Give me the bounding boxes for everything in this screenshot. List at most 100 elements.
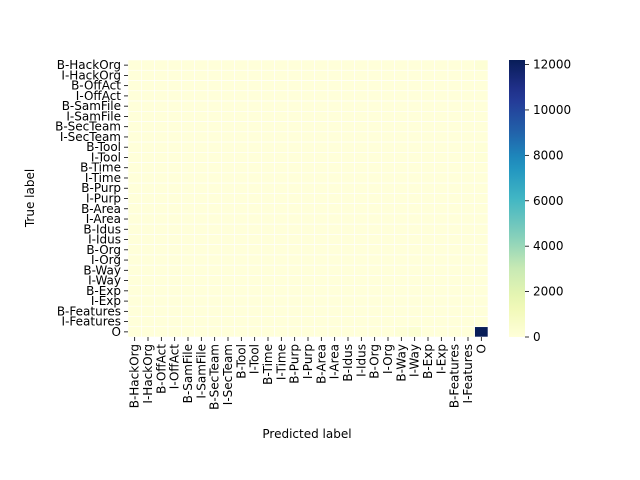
- heatmap-cell: [421, 316, 435, 328]
- heatmap-cell: [127, 223, 142, 235]
- heatmap-cell: [194, 100, 209, 112]
- heatmap-cell: [354, 182, 369, 194]
- heatmap-cell: [261, 264, 275, 276]
- heatmap-cell: [461, 193, 475, 204]
- x-tick-label: I-Org: [381, 344, 395, 374]
- heatmap-cell: [154, 244, 169, 256]
- heatmap-cell: [421, 152, 435, 163]
- heatmap-cell: [474, 316, 489, 328]
- heatmap-cell: [287, 59, 302, 71]
- heatmap-cell: [154, 172, 169, 184]
- heatmap-cell: [234, 100, 249, 112]
- heatmap-cell: [327, 59, 342, 71]
- heatmap-cell: [154, 152, 169, 163]
- heatmap-cell: [407, 275, 422, 287]
- colorbar-tick-label: 2000: [533, 285, 564, 299]
- heatmap-cell: [421, 100, 435, 112]
- heatmap-cell: [421, 326, 435, 338]
- heatmap-cell: [394, 172, 409, 184]
- x-tick-label: B-Features: [448, 344, 462, 408]
- heatmap-cell: [474, 203, 489, 215]
- heatmap-cell: [154, 90, 169, 102]
- heatmap-cell: [274, 275, 289, 287]
- heatmap-cell: [434, 152, 449, 163]
- heatmap-cell: [341, 305, 355, 317]
- heatmap-cell: [314, 316, 329, 328]
- heatmap-cell: [461, 275, 475, 287]
- x-tick-label: I-OffAct: [168, 344, 182, 390]
- heatmap-cell: [367, 69, 382, 81]
- heatmap-cell: [381, 275, 395, 287]
- heatmap-cell: [141, 172, 155, 184]
- heatmap-cell: [301, 131, 315, 143]
- heatmap-cells: [127, 59, 489, 338]
- heatmap-cell: [141, 59, 155, 71]
- heatmap-cell: [434, 223, 449, 235]
- heatmap-cell: [141, 100, 155, 112]
- heatmap-cell: [341, 326, 355, 338]
- heatmap-cell: [234, 152, 249, 163]
- heatmap-cell: [234, 275, 249, 287]
- heatmap-cell: [447, 121, 462, 133]
- heatmap-cell: [354, 69, 369, 81]
- heatmap-cell: [421, 69, 435, 81]
- heatmap-cell: [154, 326, 169, 338]
- x-tick-label: I-Idus: [354, 344, 368, 377]
- x-tick-label: B-Tool: [234, 344, 248, 379]
- heatmap-cell: [274, 90, 289, 102]
- heatmap-cell: [314, 264, 329, 276]
- heatmap-cell: [234, 264, 249, 276]
- heatmap-cell: [461, 326, 475, 338]
- heatmap-cell: [141, 316, 155, 328]
- heatmap-cell: [434, 203, 449, 215]
- y-tick-labels: B-HackOrgI-HackOrgB-OffActI-OffActB-SamF…: [55, 58, 128, 339]
- heatmap-cell: [394, 100, 409, 112]
- heatmap-cell: [327, 131, 342, 143]
- heatmap-cell: [181, 295, 195, 307]
- heatmap-cell: [407, 295, 422, 307]
- x-tick-label: B-Way: [394, 344, 408, 382]
- heatmap-cell: [274, 264, 289, 276]
- y-tick-label: B-Idus: [83, 222, 121, 236]
- heatmap-cell: [314, 295, 329, 307]
- heatmap-cell: [167, 100, 182, 112]
- heatmap-cell: [434, 264, 449, 276]
- heatmap-cell: [207, 110, 222, 122]
- heatmap-cell: [127, 141, 142, 153]
- heatmap-cell: [207, 264, 222, 276]
- heatmap-cell: [141, 305, 155, 317]
- heatmap-cell: [367, 80, 382, 92]
- heatmap-cell: [247, 295, 262, 307]
- heatmap-cell: [421, 244, 435, 256]
- heatmap-cell: [474, 193, 489, 204]
- heatmap-cell: [367, 100, 382, 112]
- heatmap-cell: [421, 110, 435, 122]
- heatmap-cell: [141, 121, 155, 133]
- heatmap-cell: [394, 80, 409, 92]
- heatmap-cell: [141, 162, 155, 174]
- y-tick-label: I-Purp: [86, 192, 121, 206]
- heatmap-cell: [247, 254, 262, 266]
- heatmap-cell: [474, 305, 489, 317]
- heatmap-cell: [394, 162, 409, 174]
- heatmap-cell: [274, 244, 289, 256]
- heatmap-cell: [354, 172, 369, 184]
- heatmap-cell: [234, 295, 249, 307]
- heatmap-cell: [261, 69, 275, 81]
- heatmap-cell: [287, 223, 302, 235]
- heatmap-cell: [221, 203, 235, 215]
- heatmap-cell: [301, 213, 315, 225]
- heatmap-cell: [421, 141, 435, 153]
- heatmap-cell: [274, 100, 289, 112]
- heatmap-cell: [394, 213, 409, 225]
- heatmap-cell: [354, 213, 369, 225]
- heatmap-cell: [474, 80, 489, 92]
- x-tick-label: I-SecTeam: [221, 344, 235, 405]
- heatmap-cell: [314, 80, 329, 92]
- heatmap-cell: [154, 295, 169, 307]
- heatmap-cell: [474, 152, 489, 163]
- heatmap-cell: [421, 213, 435, 225]
- heatmap-cell: [381, 162, 395, 174]
- heatmap-cell: [327, 80, 342, 92]
- heatmap-cell: [327, 193, 342, 204]
